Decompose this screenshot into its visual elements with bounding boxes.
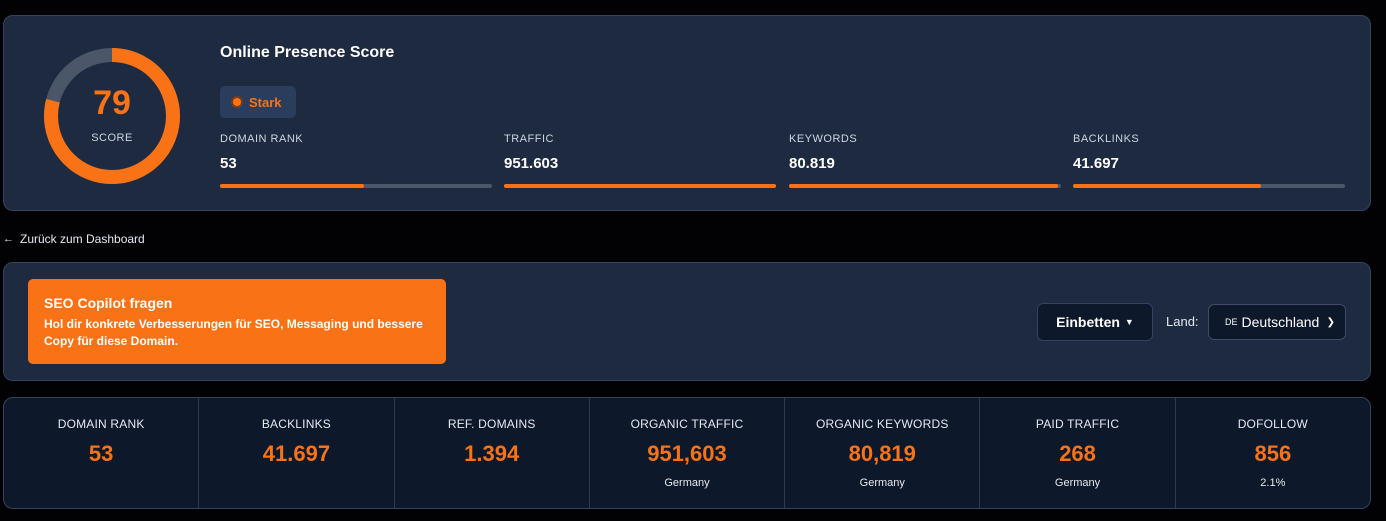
stat-label: REF. DOMAINS xyxy=(447,417,536,431)
caret-down-icon: ▼ xyxy=(1124,317,1134,327)
score-ring-graphic xyxy=(44,48,180,184)
metric-backlinks: BACKLINKS 41.697 xyxy=(1073,133,1345,188)
metric-bar xyxy=(789,184,1061,188)
metric-bar-fill xyxy=(504,184,776,188)
stat-label: DOMAIN RANK xyxy=(57,417,145,431)
score-title: Online Presence Score xyxy=(220,44,395,61)
country-select[interactable]: DE Deutschland ❯ xyxy=(1208,304,1346,340)
score-ring: 79 SCORE xyxy=(40,44,184,188)
score-label: SCORE xyxy=(91,132,133,144)
status-dot-icon xyxy=(233,98,241,106)
metric-value: 41.697 xyxy=(1073,155,1119,172)
metric-domain-rank: DOMAIN RANK 53 xyxy=(220,133,492,188)
status-badge-label: Stark xyxy=(249,94,282,110)
metric-bar-fill xyxy=(789,184,1059,188)
stat-value: 268 xyxy=(1059,441,1096,466)
stat-label: BACKLINKS xyxy=(261,417,331,431)
seo-copilot-button[interactable]: SEO Copilot fragen Hol dir konkrete Verb… xyxy=(28,279,446,364)
metric-value: 951.603 xyxy=(504,155,559,172)
chevron-down-icon: ❯ xyxy=(1326,316,1335,328)
embed-button-label: Einbetten xyxy=(1056,314,1120,330)
stat-label: PAID TRAFFIC xyxy=(1035,417,1120,431)
embed-button[interactable]: Einbetten ▼ xyxy=(1037,303,1153,341)
stat-ref-domains: REF. DOMAINS 1.394 xyxy=(395,398,590,508)
metric-bar xyxy=(220,184,492,188)
stat-value: 1.394 xyxy=(464,441,520,466)
score-value: 79 xyxy=(93,84,131,122)
metric-bar xyxy=(504,184,776,188)
stat-organic-keywords: ORGANIC KEYWORDS 80,819 Germany xyxy=(785,398,981,508)
country-select-value: Deutschland xyxy=(1241,314,1320,330)
stat-domain-rank: DOMAIN RANK 53 xyxy=(4,398,200,508)
stat-sub: Germany xyxy=(664,477,710,489)
stat-value: 53 xyxy=(88,441,114,466)
stat-label: DOFOLLOW xyxy=(1237,417,1308,431)
metric-keywords: KEYWORDS 80.819 xyxy=(789,133,1061,188)
metric-value: 53 xyxy=(220,155,237,172)
stat-sub: 2.1% xyxy=(1260,477,1286,489)
arrow-left-icon: ← xyxy=(3,233,14,245)
metric-bar-fill xyxy=(1073,184,1261,188)
metric-label: BACKLINKS xyxy=(1073,133,1140,145)
stat-value: 856 xyxy=(1254,441,1292,466)
metric-bar xyxy=(1073,184,1345,188)
back-to-dashboard-link[interactable]: ← Zurück zum Dashboard xyxy=(3,232,145,246)
stat-label: ORGANIC KEYWORDS xyxy=(815,417,949,431)
status-badge: Stark xyxy=(220,86,296,118)
copilot-title: SEO Copilot fragen xyxy=(44,295,173,311)
stat-backlinks: BACKLINKS 41.697 xyxy=(199,398,395,508)
stat-label: ORGANIC TRAFFIC xyxy=(630,417,744,431)
metric-bar-fill xyxy=(220,184,365,188)
stat-organic-traffic: ORGANIC TRAFFIC 951,603 Germany xyxy=(590,398,786,508)
metric-traffic: TRAFFIC 951.603 xyxy=(504,133,776,188)
stats-card: DOMAIN RANK 53 BACKLINKS 41.697 REF. DOM… xyxy=(3,397,1371,509)
stat-value: 951,603 xyxy=(647,441,727,466)
copilot-description: Hol dir konkrete Verbesserungen für SEO,… xyxy=(44,317,423,348)
stat-value: 41.697 xyxy=(262,441,331,466)
back-link-label: Zurück zum Dashboard xyxy=(20,232,145,246)
country-flag-code: DE xyxy=(1225,317,1238,327)
stat-paid-traffic: PAID TRAFFIC 268 Germany xyxy=(980,398,1176,508)
metric-value: 80.819 xyxy=(789,155,835,172)
metric-label: TRAFFIC xyxy=(504,133,554,145)
online-presence-card: 79 SCORE Online Presence Score Stark DOM… xyxy=(3,15,1371,211)
country-label: Land: xyxy=(1166,314,1199,329)
score-ring-fill xyxy=(44,48,180,184)
toolbar-card: SEO Copilot fragen Hol dir konkrete Verb… xyxy=(3,262,1371,381)
stat-dofollow: DOFOLLOW 856 2.1% xyxy=(1176,398,1370,508)
stat-value: 80,819 xyxy=(848,441,916,466)
stat-sub: Germany xyxy=(1054,477,1101,489)
metric-label: DOMAIN RANK xyxy=(220,133,304,145)
metric-label: KEYWORDS xyxy=(789,133,858,145)
stat-sub: Germany xyxy=(859,477,905,489)
